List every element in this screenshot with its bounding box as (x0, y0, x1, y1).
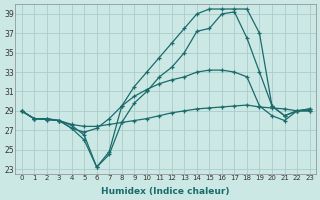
X-axis label: Humidex (Indice chaleur): Humidex (Indice chaleur) (101, 187, 230, 196)
